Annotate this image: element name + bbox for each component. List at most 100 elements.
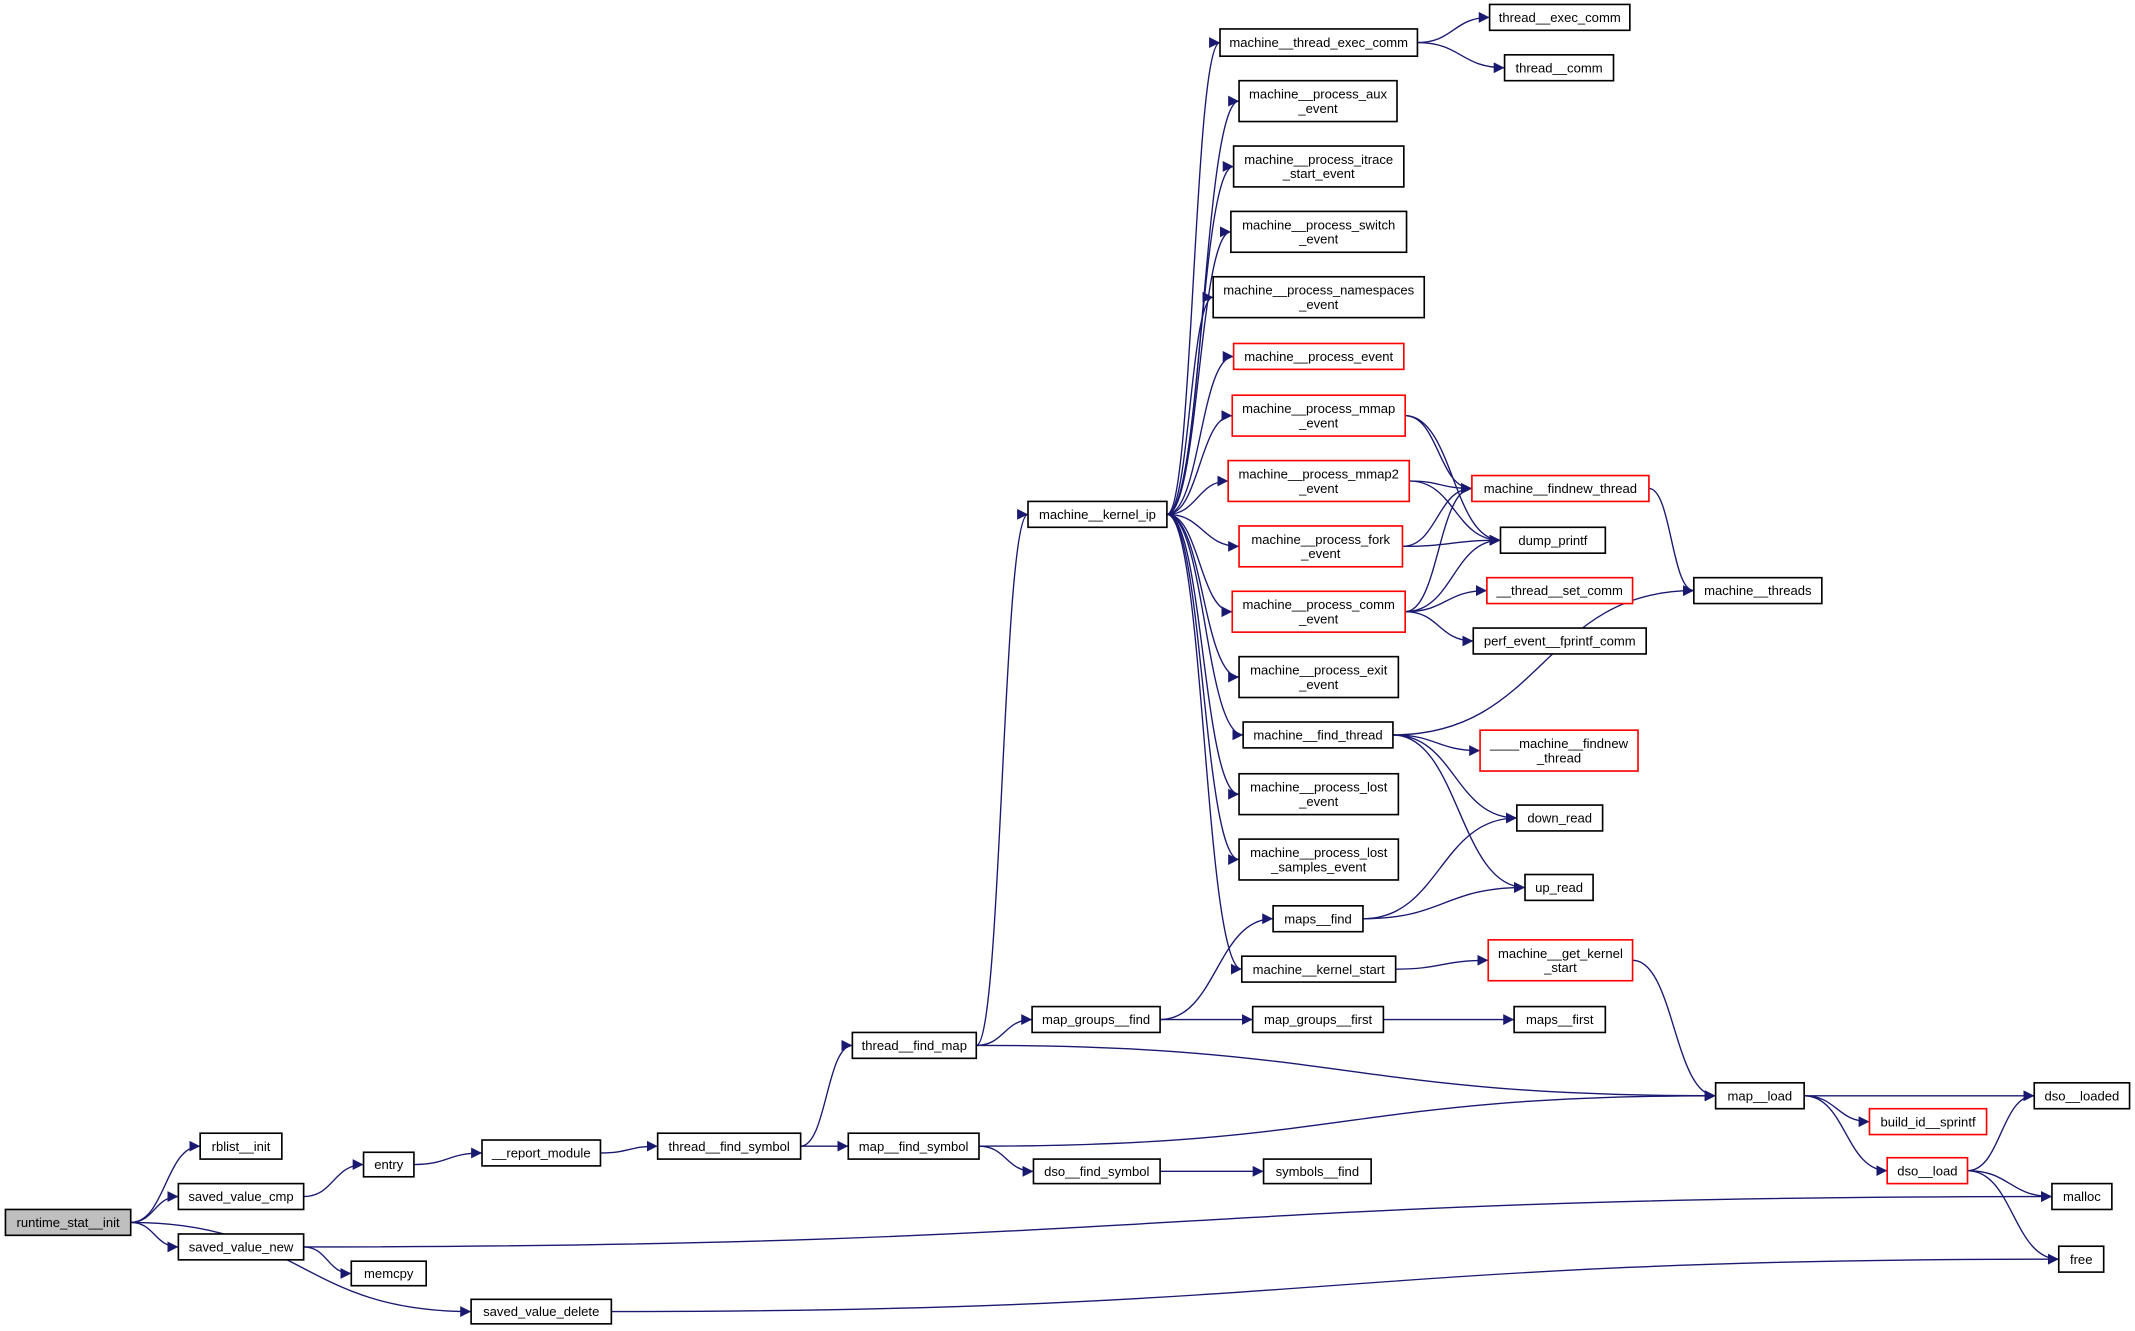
node-label: _event — [1297, 101, 1338, 116]
node-box — [1032, 1158, 1161, 1185]
node-machine__threads[interactable]: machine__threads — [1693, 576, 1823, 605]
node-saved_value_cmp[interactable]: saved_value_cmp — [177, 1182, 305, 1211]
node-machine__kernel_ip[interactable]: machine__kernel_ip — [1027, 500, 1168, 529]
node-box — [2033, 1082, 2131, 1110]
call-edge-map__find_symbol-to-map__load — [978, 1090, 1716, 1147]
node-malloc[interactable]: malloc — [2051, 1182, 2113, 1211]
node-label: rblist__init — [212, 1139, 271, 1154]
call-edge-machine__kernel_ip-to-machine__process_exit_event — [1166, 513, 1240, 683]
node-machine__process_mmap2_event[interactable]: machine__process_mmap2_event — [1227, 459, 1411, 503]
node-machine__kernel_start[interactable]: machine__kernel_start — [1240, 955, 1397, 983]
node-label: machine__process_mmap — [1242, 401, 1395, 416]
node-runtime_stat__init[interactable]: runtime_stat__init — [4, 1208, 132, 1237]
node-machine__process_namespaces_event[interactable]: machine__process_namespaces_event — [1212, 275, 1426, 319]
node-saved_value_delete[interactable]: saved_value_delete — [470, 1298, 613, 1325]
call-edge-__report_module-to-thread__find_symbol — [600, 1140, 658, 1154]
node-machine__process_event[interactable]: machine__process_event — [1232, 342, 1405, 371]
node-box — [1868, 1107, 1988, 1136]
node-symbols__find[interactable]: symbols__find — [1262, 1158, 1372, 1185]
node-machine__process_itrace_start_event[interactable]: machine__process_itrace_start_event — [1232, 145, 1405, 188]
node-machine__thread_exec_comm[interactable]: machine__thread_exec_comm — [1219, 28, 1419, 57]
node-machine__process_switch_event[interactable]: machine__process_switch_event — [1230, 210, 1408, 254]
node-box — [481, 1139, 602, 1167]
node-map_groups__find[interactable]: map_groups__find — [1031, 1005, 1161, 1034]
node-machine__findnew_thread[interactable]: machine__findnew_thread — [1471, 474, 1650, 503]
call-edge-runtime_stat__init-to-rblist__init — [130, 1140, 201, 1224]
node-label: _event — [1300, 546, 1341, 561]
node-map_groups__first[interactable]: map_groups__first — [1251, 1005, 1385, 1034]
node-build_id__sprintf[interactable]: build_id__sprintf — [1868, 1107, 1988, 1136]
node-entry[interactable]: entry — [362, 1151, 415, 1178]
call-edge-machine__kernel_start-to-machine__get_kernel_start — [1395, 954, 1489, 970]
call-edge-thread__find_symbol-to-thread__find_map — [800, 1039, 853, 1147]
node-perf_event__fprintf_comm[interactable]: perf_event__fprintf_comm — [1472, 627, 1647, 655]
node-dso__load[interactable]: dso__load — [1886, 1156, 1969, 1185]
node-box — [1513, 1005, 1607, 1034]
node-rblist__init[interactable]: rblist__init — [199, 1132, 283, 1160]
node-label: runtime_stat__init — [17, 1215, 120, 1230]
node-machine__get_kernel_start[interactable]: machine__get_kernel_start — [1487, 939, 1634, 982]
node-memcpy[interactable]: memcpy — [350, 1260, 427, 1287]
node-free[interactable]: free — [2057, 1245, 2105, 1273]
node-thread__exec_comm[interactable]: thread__exec_comm — [1488, 3, 1631, 32]
node-maps__first[interactable]: maps__first — [1513, 1005, 1607, 1034]
node-map__load[interactable]: map__load — [1714, 1082, 1805, 1110]
node-label: saved_value_delete — [483, 1304, 599, 1319]
node-up_read[interactable]: up_read — [1524, 873, 1594, 902]
node-machine__process_aux_event[interactable]: machine__process_aux_event — [1238, 79, 1398, 123]
node-machine__process_exit_event[interactable]: machine__process_exit_event — [1238, 655, 1400, 699]
node-saved_value_new[interactable]: saved_value_new — [177, 1233, 305, 1261]
node-box — [851, 1031, 978, 1060]
node-machine__find_thread[interactable]: machine__find_thread — [1242, 721, 1394, 749]
node-label: perf_event__fprintf_comm — [1484, 634, 1636, 649]
node-machine__process_comm_event[interactable]: machine__process_comm_event — [1231, 590, 1406, 633]
node-label: ____machine__findnew — [1489, 736, 1629, 751]
node-label: __thread__set_comm — [1496, 583, 1623, 598]
node-label: machine__process_switch — [1242, 217, 1395, 232]
node-box — [656, 1132, 802, 1160]
node-box — [847, 1132, 980, 1160]
node-label: free — [2070, 1252, 2093, 1267]
node-machine__process_lost_samples_event[interactable]: machine__process_lost_samples_event — [1238, 838, 1400, 881]
node-dump_printf[interactable]: dump_printf — [1499, 526, 1607, 554]
node-maps__find[interactable]: maps__find — [1272, 905, 1364, 933]
node-label: machine__process_fork — [1251, 532, 1390, 547]
node-box — [1499, 526, 1607, 554]
node-dso__loaded[interactable]: dso__loaded — [2033, 1082, 2131, 1110]
node-box — [1212, 275, 1426, 319]
node-box — [1272, 905, 1364, 933]
node-label: thread__exec_comm — [1499, 10, 1621, 25]
call-edge-machine__kernel_ip-to-machine__process_lost_samples_event — [1166, 513, 1240, 865]
call-edge-dso__load-to-free — [1967, 1169, 2059, 1265]
node-down_read[interactable]: down_read — [1516, 804, 1604, 832]
call-edge-machine__kernel_ip-to-machine__find_thread — [1166, 513, 1244, 741]
call-edge-machine__kernel_ip-to-machine__process_namespaces_event — [1166, 291, 1214, 516]
call-edge-machine__process_fork_event-to-machine__findnew_thread — [1402, 483, 1472, 548]
call-edge-machine__process_comm_event-to-__thread__set_comm — [1405, 585, 1487, 613]
node-box — [350, 1260, 427, 1287]
call-edge-thread__find_map-to-machine__kernel_ip — [975, 509, 1029, 1047]
node-label: _event — [1298, 481, 1339, 496]
node-____machine__findnew_thread[interactable]: ____machine__findnew_thread — [1479, 729, 1639, 772]
node-box — [1693, 576, 1823, 605]
call-edge-machine__find_thread-to-machine__threads — [1392, 585, 1694, 736]
node-__report_module[interactable]: __report_module — [481, 1139, 602, 1167]
node-machine__process_fork_event[interactable]: machine__process_fork_event — [1238, 525, 1404, 568]
node-thread__find_symbol[interactable]: thread__find_symbol — [656, 1132, 802, 1160]
node-machine__process_mmap_event[interactable]: machine__process_mmap_event — [1231, 394, 1406, 437]
node-label: _event — [1298, 415, 1339, 430]
node-box — [1472, 627, 1647, 655]
node-map__find_symbol[interactable]: map__find_symbol — [847, 1132, 980, 1160]
node-box — [1886, 1156, 1969, 1185]
node-label: thread__find_symbol — [669, 1139, 790, 1154]
node-label: maps__first — [1526, 1012, 1594, 1027]
call-edge-machine__kernel_ip-to-machine__process_mmap2_event — [1166, 475, 1229, 516]
node-machine__process_lost_event[interactable]: machine__process_lost_event — [1238, 772, 1400, 816]
node-dso__find_symbol[interactable]: dso__find_symbol — [1032, 1158, 1161, 1185]
call-edge-machine__thread_exec_comm-to-thread__exec_comm — [1417, 11, 1490, 44]
node-thread__find_map[interactable]: thread__find_map — [851, 1031, 978, 1060]
node-thread__comm[interactable]: thread__comm — [1503, 54, 1615, 82]
node-label: _event — [1298, 611, 1339, 626]
node-__thread__set_comm[interactable]: __thread__set_comm — [1486, 576, 1634, 605]
node-label: dso__loaded — [2044, 1088, 2119, 1103]
